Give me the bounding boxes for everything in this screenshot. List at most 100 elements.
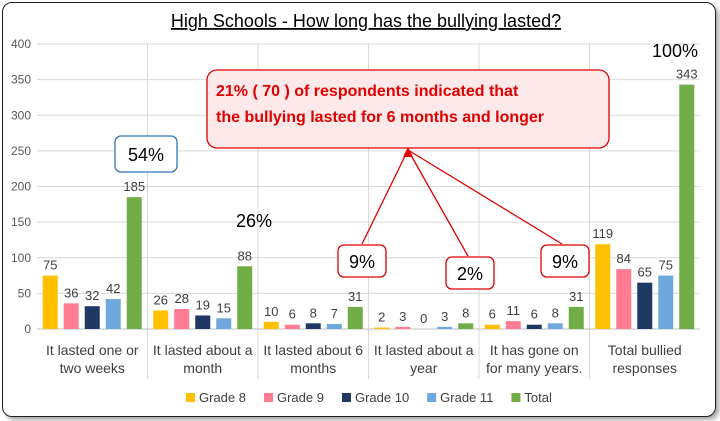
data-label: 6 [289,307,296,322]
y-tick-label: 250 [11,144,31,158]
pct-week-label: 54% [128,145,164,165]
legend-label: Grade 11 [440,390,493,405]
data-label: 19 [196,297,210,312]
bar [153,310,169,329]
chart-title: High Schools - How long has the bullying… [171,11,561,31]
legend-label: Grade 10 [355,390,409,405]
y-tick-label: 100 [11,251,31,265]
data-label: 185 [123,179,145,194]
bar [284,324,300,329]
y-axis: 0 50 100 150 200 250 300 350 400 [11,37,31,336]
data-label: 15 [217,300,231,315]
bar [679,84,695,329]
bar [216,318,232,329]
x-category-label: year [410,360,438,376]
data-label: 75 [43,258,57,273]
bar [263,321,279,329]
legend-swatch [263,393,273,402]
pct-year-box [445,256,495,290]
bar [395,326,411,329]
bar [63,303,79,329]
legend-label: Grade 8 [199,390,246,405]
x-category-label: Total bullied [608,342,682,358]
legend-swatch [511,393,521,402]
data-label: 8 [552,305,559,320]
data-label: 42 [106,281,120,296]
pointer-line [361,149,409,245]
pct-month-label: 26% [236,211,272,231]
pct-week-box [114,135,178,173]
bar [616,269,632,329]
bar [595,244,611,329]
data-label: 6 [489,307,496,322]
data-label: 11 [507,303,521,318]
pct-years-box [540,244,590,278]
data-label: 10 [264,304,278,319]
data-label: 2 [378,310,385,325]
arrow-head [403,147,413,157]
data-label: 75 [659,258,673,273]
x-category-label: It lasted one or [46,342,139,358]
x-axis: It lasted one or two weeks It lasted about… [46,342,682,376]
bar [637,282,653,329]
bar [326,324,342,329]
legend: Grade 8 Grade 9 Grade 10 Grade 11 Total [186,390,552,405]
x-category-label: It has gone on [490,342,579,358]
data-label: 6 [531,307,538,322]
y-tick-label: 150 [11,215,31,229]
data-label: 31 [569,289,583,304]
data-label: 28 [175,291,189,306]
x-category-label: months [290,360,336,376]
bar [195,315,211,329]
y-tick-label: 300 [11,108,31,122]
data-label: 343 [676,67,698,82]
y-tick-label: 0 [24,322,31,336]
data-label: 8 [462,305,469,320]
callout-line-1: 21% ( 70 ) of respondents indicated that [216,83,519,100]
pointer-line [407,149,469,257]
x-category-label: month [183,360,222,376]
legend-label: Grade 9 [277,390,324,405]
data-label: 0 [420,311,427,326]
y-tick-label: 350 [11,73,31,87]
bar [484,324,500,329]
data-label: 7 [331,306,338,321]
bar [505,321,521,329]
data-label: 65 [638,265,652,280]
data-label: 26 [154,292,168,307]
bar [526,324,542,329]
pct-6months-label: 9% [349,252,375,272]
bar [458,323,474,329]
pct-years-label: 9% [552,252,578,272]
x-category-label: responses [612,360,677,376]
pct-6months-box [337,244,387,278]
bar [42,275,58,329]
pct-total-label: 100% [652,41,698,61]
bar [237,266,253,329]
bar [374,327,390,329]
legend-label: Total [524,390,552,405]
x-category-label: It lasted about a [374,342,474,358]
bar [347,306,363,329]
y-tick-label: 50 [18,286,32,300]
bar [84,306,100,329]
data-label: 36 [64,285,78,300]
pct-year-label: 2% [457,264,483,284]
data-label: 32 [85,288,99,303]
pointer-line [407,149,563,245]
callout-box [206,69,610,149]
bar [305,323,321,329]
bar [126,197,142,329]
bar [105,299,121,329]
bar [174,309,190,329]
legend-swatch [427,393,437,402]
data-label: 31 [348,289,362,304]
bar [658,275,674,329]
annotations: 21% ( 70 ) of respondents indicated that… [114,41,698,290]
data-label: 3 [441,309,448,324]
x-category-label: two weeks [60,360,125,376]
legend-swatch [186,393,195,402]
bar [547,323,563,329]
bar [437,326,453,329]
